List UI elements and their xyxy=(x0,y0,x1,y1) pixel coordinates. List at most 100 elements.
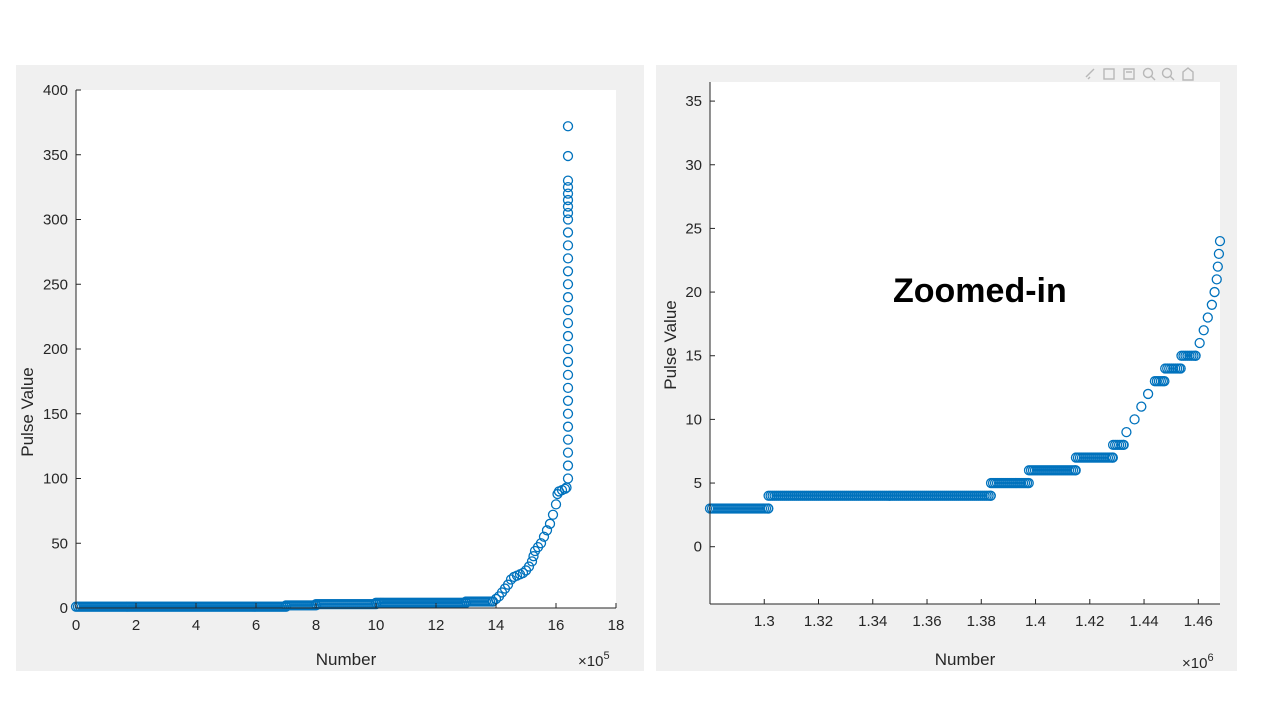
x-tick-label: 0 xyxy=(72,617,80,634)
y-tick-label: 25 xyxy=(685,220,702,237)
x-tick-label: 1.46 xyxy=(1184,613,1213,630)
data-point xyxy=(1142,388,1154,400)
x-tick-label: 10 xyxy=(368,617,385,634)
data-point xyxy=(562,201,574,212)
data-point xyxy=(562,253,574,264)
data-point xyxy=(1121,426,1132,438)
data-point xyxy=(562,292,574,303)
zoomed-chart-panel: 1.3 1.32 1.34 1.36 1.38 1.4 1.42 1.44 1.46 0 5 10 15… xyxy=(656,65,1237,671)
data-point xyxy=(559,483,571,495)
zoomed-in-annotation: Zoomed-in xyxy=(893,272,1067,310)
x-tick-label: 1.38 xyxy=(967,613,996,630)
data-point xyxy=(562,304,574,316)
data-point xyxy=(538,531,550,542)
data-point xyxy=(1213,248,1225,260)
data-point xyxy=(1136,401,1147,412)
x-tick-label: 8 xyxy=(312,617,320,634)
scatter-markers xyxy=(70,121,574,612)
y-tick-label: 300 xyxy=(43,212,68,229)
data-point xyxy=(1118,439,1129,451)
x-tick-label: 1.3 xyxy=(754,613,775,630)
plot-area xyxy=(76,90,616,608)
data-point xyxy=(1211,274,1222,285)
y-tick-label: 50 xyxy=(51,535,68,552)
data-point xyxy=(1198,325,1209,336)
data-tips-icon[interactable] xyxy=(1103,68,1115,80)
data-point xyxy=(1129,414,1140,425)
data-point xyxy=(562,460,574,471)
axes-toolbar[interactable] xyxy=(1085,67,1194,81)
y-tick-label: 0 xyxy=(60,600,68,617)
data-point xyxy=(562,181,574,193)
data-point xyxy=(1107,452,1118,463)
x-axis-exponent: ×106 xyxy=(1182,652,1214,671)
x-exponent-base: ×10 xyxy=(578,653,603,670)
data-point xyxy=(985,490,996,501)
data-point xyxy=(550,499,562,510)
y-tick-label: 250 xyxy=(43,276,68,293)
x-tick-label: 1.36 xyxy=(912,613,941,630)
x-tick-label: 1.42 xyxy=(1075,613,1104,630)
data-point xyxy=(562,266,574,277)
x-axis-label: Number xyxy=(316,650,377,669)
data-point xyxy=(1214,235,1226,247)
data-point xyxy=(562,207,574,219)
y-tick-label: 0 xyxy=(694,539,702,556)
x-exponent-power: 5 xyxy=(603,650,609,662)
x-axis-label: Number xyxy=(935,650,996,669)
data-point xyxy=(562,343,574,355)
y-tick-label: 30 xyxy=(685,157,702,174)
data-point xyxy=(1070,465,1081,476)
data-point xyxy=(562,369,574,381)
home-icon[interactable] xyxy=(1182,67,1194,81)
y-tick-label: 15 xyxy=(685,348,702,365)
scatter-markers xyxy=(704,235,1226,514)
axis-ticks: 0 2 4 6 8 10 12 14 16 18 0 50 100 150 200 250 300 350 400 xyxy=(43,82,624,634)
data-point xyxy=(562,434,574,445)
x-tick-label: 12 xyxy=(428,617,445,634)
data-point xyxy=(562,447,574,458)
brush-icon[interactable] xyxy=(1085,68,1095,80)
data-point xyxy=(1206,299,1218,310)
x-tick-label: 18 xyxy=(608,617,625,634)
data-point xyxy=(517,567,529,579)
data-point xyxy=(562,240,574,251)
y-tick-label: 150 xyxy=(43,406,68,423)
data-point xyxy=(562,150,574,162)
full-range-scatter-chart: 0 2 4 6 8 10 12 14 16 18050100150200250300350400 … xyxy=(18,82,624,670)
zoom-out-icon[interactable] xyxy=(1161,67,1173,79)
data-point xyxy=(1023,477,1034,489)
y-tick-label: 100 xyxy=(43,471,68,488)
x-exponent-base: ×10 xyxy=(1182,655,1207,671)
data-point xyxy=(562,121,574,132)
y-tick-label: 10 xyxy=(685,411,702,428)
x-tick-label: 6 xyxy=(252,617,260,634)
x-tick-label: 4 xyxy=(192,617,200,634)
data-point xyxy=(1202,312,1213,323)
data-point xyxy=(562,175,574,186)
x-tick-label: 1.44 xyxy=(1129,613,1158,630)
save-icon[interactable] xyxy=(1123,68,1135,80)
data-point xyxy=(544,518,556,529)
axis-ticks: 1.3 1.32 1.34 1.36 1.38 1.4 1.42 1.44 1.46 0 5 10 15… xyxy=(685,93,1213,630)
y-tick-label: 350 xyxy=(43,147,68,164)
data-point xyxy=(763,503,774,514)
plot-area xyxy=(710,82,1220,604)
y-tick-label: 200 xyxy=(43,341,68,358)
data-point xyxy=(1212,261,1223,272)
x-axis-exponent: ×105 xyxy=(578,650,610,670)
zoom-in-icon[interactable] xyxy=(1142,67,1154,79)
data-point xyxy=(562,214,574,225)
data-point xyxy=(562,382,574,394)
x-tick-label: 2 xyxy=(132,617,140,634)
data-point xyxy=(541,525,553,536)
x-tick-label: 16 xyxy=(548,617,565,634)
y-tick-label: 400 xyxy=(43,82,68,99)
x-tick-label: 14 xyxy=(488,617,505,634)
y-tick-label: 35 xyxy=(685,93,702,110)
y-tick-label: 5 xyxy=(694,475,702,492)
data-point xyxy=(562,473,574,484)
data-point xyxy=(1175,363,1186,374)
data-point xyxy=(487,596,499,607)
zoomed-scatter-chart: 1.3 1.32 1.34 1.36 1.38 1.4 1.42 1.44 1.46 0 5 10 15… xyxy=(661,67,1226,671)
